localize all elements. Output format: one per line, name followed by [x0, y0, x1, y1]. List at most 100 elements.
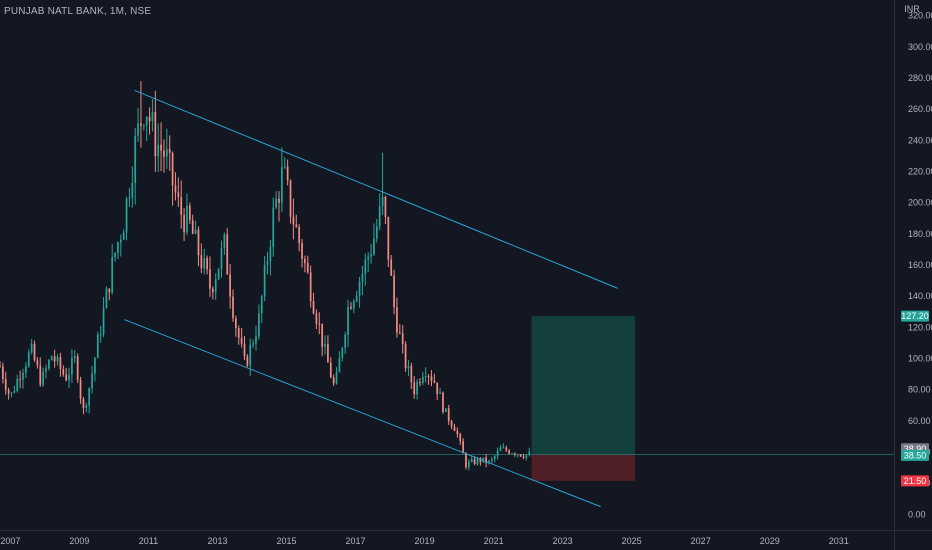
candle-body	[119, 239, 122, 243]
currency-label: INR	[904, 4, 920, 14]
candle-body	[165, 149, 168, 157]
candle-body	[252, 343, 254, 345]
candle-body	[439, 392, 441, 394]
candle-body	[275, 198, 278, 208]
candle-body	[482, 457, 485, 462]
candle-body	[456, 430, 459, 435]
candle-body	[493, 456, 496, 460]
candle-body	[229, 274, 231, 297]
candle-body	[286, 166, 289, 181]
candle-body	[312, 301, 315, 314]
candle-body	[85, 405, 88, 408]
candle-body	[71, 358, 73, 375]
price-badge-label: 127.20	[901, 311, 929, 321]
candle-body	[258, 313, 260, 337]
candle-body	[217, 268, 220, 280]
candle-body	[131, 182, 134, 198]
price-badge	[901, 475, 929, 487]
candle-body	[352, 301, 355, 309]
candle-body	[125, 198, 128, 233]
candle-body	[396, 307, 398, 333]
candle-body	[479, 458, 482, 462]
candle-body	[145, 116, 148, 126]
candle-body	[350, 306, 352, 309]
candle-body	[269, 246, 272, 261]
candle-body	[447, 408, 450, 422]
candle-body	[134, 135, 137, 183]
candle-body	[304, 258, 306, 264]
candle-body	[306, 263, 309, 273]
candle-body	[338, 358, 341, 373]
trade-zones	[0, 316, 894, 481]
x-tick-label: 2025	[622, 536, 642, 546]
price-badge	[901, 310, 929, 322]
candle-body	[355, 295, 358, 302]
candle-body	[62, 369, 65, 375]
candle-body	[398, 332, 401, 334]
candle-body	[25, 366, 27, 373]
chart-title: PUNJAB NATL BANK, 1M, NSE	[4, 6, 152, 17]
candle-body	[329, 362, 332, 378]
y-tick-label: 320.00	[908, 11, 932, 21]
candle-body	[347, 306, 349, 335]
candle-body	[378, 206, 381, 227]
candle-body	[522, 456, 525, 458]
candle-body	[200, 255, 203, 269]
candle-body	[281, 167, 283, 203]
candle-body	[381, 196, 384, 207]
candle-body	[140, 123, 142, 126]
candle-body	[243, 343, 246, 357]
candle-body	[324, 343, 326, 347]
candle-body	[4, 378, 7, 390]
candle-body	[467, 461, 470, 468]
candle-body	[27, 352, 30, 367]
candle-body	[384, 196, 387, 217]
candle-body	[191, 220, 194, 234]
candle-body	[375, 226, 378, 239]
candle-body	[108, 288, 111, 293]
candle-body	[82, 398, 85, 408]
candle-body	[211, 288, 214, 293]
candle-body	[180, 197, 183, 215]
y-tick-label: 260.00	[908, 104, 932, 114]
candle-body	[341, 348, 344, 359]
candle-body	[188, 205, 191, 221]
candle-body	[91, 373, 93, 389]
price-badge-label: 38.50	[904, 450, 927, 460]
candle-body	[511, 453, 513, 455]
candle-body	[444, 408, 447, 413]
candle-body	[476, 458, 479, 465]
candle-body	[390, 259, 393, 276]
y-tick-label: 120.00	[908, 322, 932, 332]
candle-body	[462, 441, 464, 454]
candle-body	[327, 343, 329, 363]
candle-body	[255, 336, 257, 344]
target-zone	[531, 316, 636, 455]
candle-body	[514, 453, 516, 455]
candle-body	[505, 447, 508, 451]
channel-lines[interactable]	[124, 89, 619, 508]
y-tick-label: 80.00	[908, 385, 931, 395]
y-tick-label: 180.00	[908, 229, 932, 239]
channel-lower-line	[124, 319, 601, 508]
y-tick-label: 300.00	[908, 42, 932, 52]
candle-body	[459, 434, 462, 442]
candle-body	[99, 334, 102, 336]
candle-body	[171, 152, 174, 186]
candle-body	[289, 180, 292, 217]
candle-body	[315, 313, 318, 324]
candle-body	[488, 460, 490, 464]
candle-body	[157, 144, 160, 157]
candle-body	[206, 258, 208, 270]
channel-upper-line	[134, 89, 619, 289]
candle-body	[516, 454, 519, 456]
candle-body	[387, 216, 390, 260]
candle-body	[174, 185, 177, 193]
candle-body	[19, 378, 21, 380]
x-tick-label: 2017	[346, 536, 366, 546]
candle-body	[335, 372, 338, 384]
candle-body	[419, 381, 421, 384]
x-tick-label: 2021	[484, 536, 504, 546]
